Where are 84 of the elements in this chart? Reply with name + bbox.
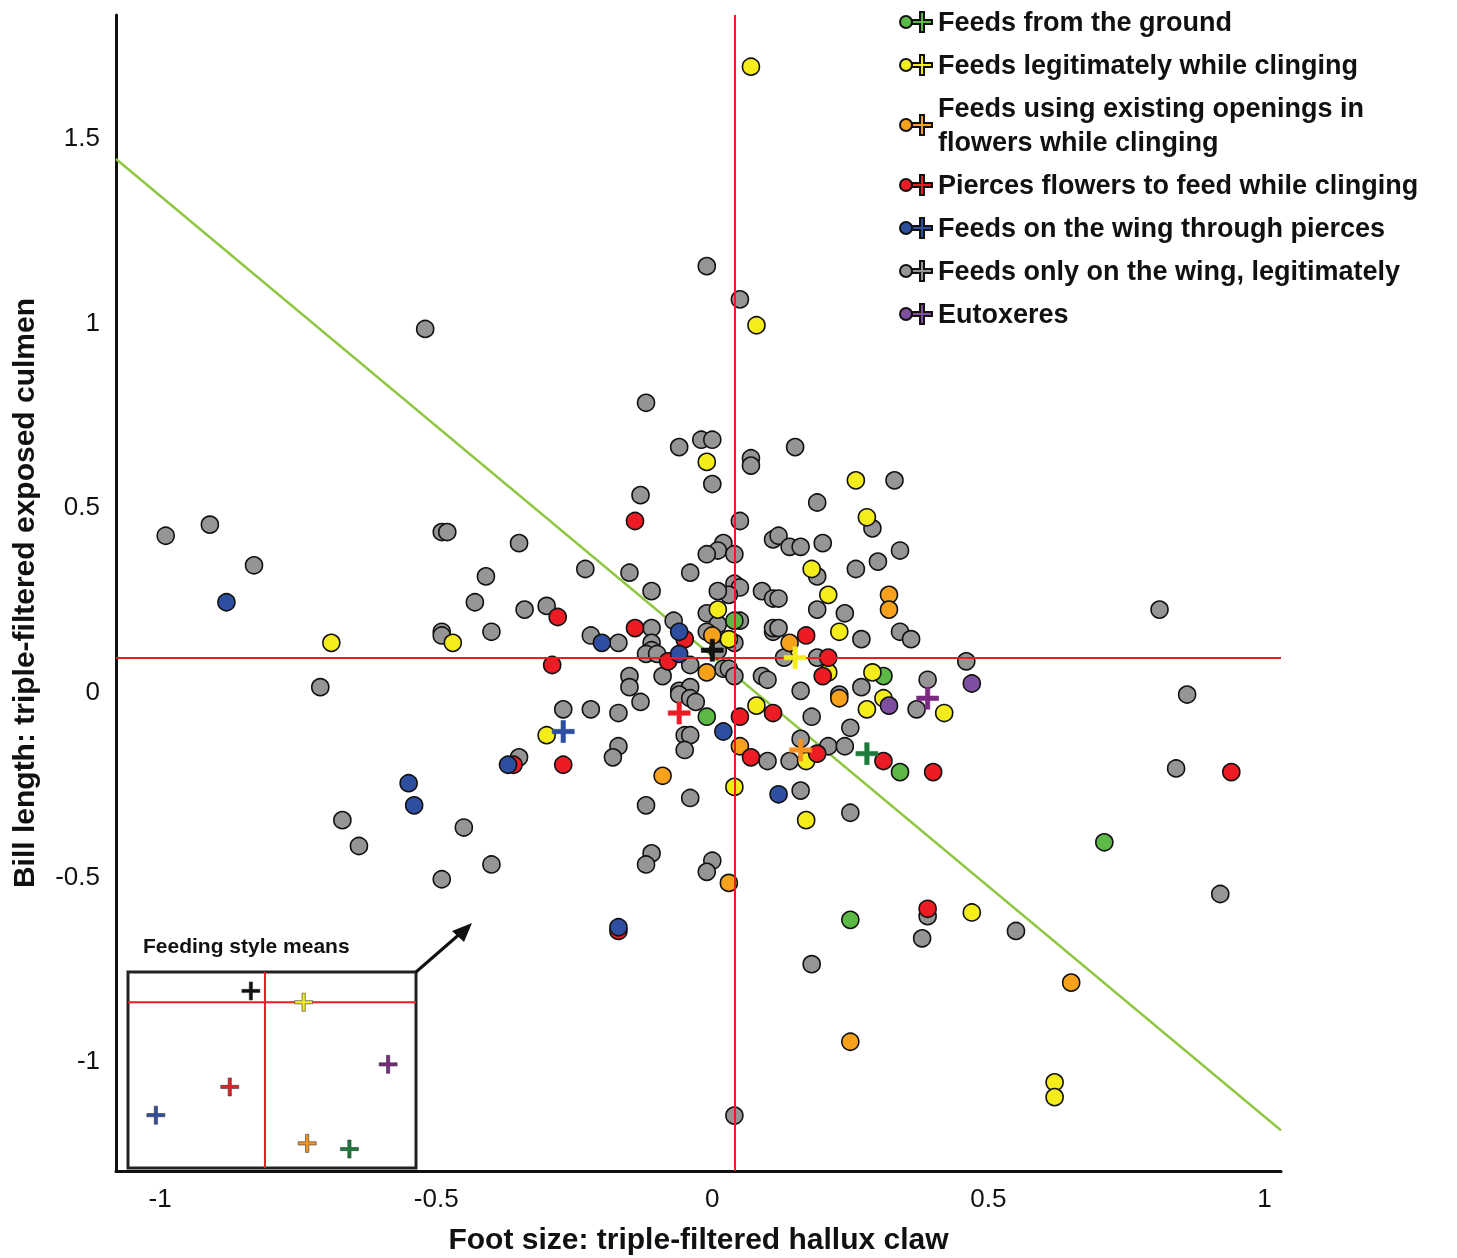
point <box>783 646 807 669</box>
point <box>769 784 788 804</box>
point <box>548 607 568 627</box>
y-tick-label: 0 <box>85 675 100 706</box>
point <box>217 592 236 612</box>
point <box>796 626 816 645</box>
point <box>934 703 954 723</box>
legend-label: Feeds only on the wing, legitimately <box>938 256 1401 286</box>
point <box>962 674 982 693</box>
point <box>763 703 783 723</box>
point <box>923 762 943 782</box>
legend-label: Eutoxeres <box>938 299 1069 329</box>
point <box>830 688 849 708</box>
point <box>542 655 562 675</box>
point <box>741 57 761 76</box>
legend-label: Feeds from the ground <box>938 7 1233 37</box>
x-tick-label: -1 <box>148 1183 172 1213</box>
point <box>708 600 728 619</box>
point <box>857 700 877 719</box>
legend-label: Feeds using existing openings in flowers while clinging <box>938 93 1372 157</box>
point <box>404 796 424 815</box>
point <box>553 755 573 775</box>
point <box>653 766 672 786</box>
point <box>818 585 838 605</box>
point <box>399 773 418 793</box>
y-tick-label: -0.5 <box>55 860 100 891</box>
point <box>857 507 877 527</box>
point <box>537 725 556 745</box>
point <box>807 744 827 763</box>
point <box>918 899 937 919</box>
point <box>741 748 761 767</box>
x-tick-label: 0 <box>705 1183 720 1213</box>
point <box>1045 1073 1064 1092</box>
point <box>697 707 717 727</box>
point <box>714 722 733 741</box>
point <box>498 755 518 775</box>
point <box>322 633 341 653</box>
point <box>443 633 463 653</box>
point <box>802 559 821 579</box>
point <box>697 663 717 682</box>
point <box>1061 973 1081 992</box>
point <box>609 917 628 937</box>
point <box>625 511 645 531</box>
legend-label: Feeds on the wing through pierces <box>938 213 1386 243</box>
point <box>1222 762 1241 782</box>
point <box>667 701 691 725</box>
x-tick-label: 0.5 <box>970 1183 1007 1213</box>
point <box>592 633 612 653</box>
point <box>879 600 899 619</box>
point <box>890 762 910 782</box>
point <box>669 622 689 642</box>
point <box>813 666 833 686</box>
point <box>789 738 812 762</box>
point <box>846 471 866 490</box>
point <box>841 910 860 930</box>
point <box>796 810 816 830</box>
point <box>855 742 879 765</box>
point <box>747 696 766 715</box>
y-tick-label: 0.5 <box>63 491 100 522</box>
point <box>625 618 645 638</box>
x-tick-label: 1 <box>1257 1183 1272 1213</box>
point <box>962 903 982 922</box>
point <box>863 663 882 682</box>
legend-label: Feeds legitimately while clinging <box>938 50 1359 80</box>
point <box>879 696 899 715</box>
y-tick-label: -1 <box>76 1045 100 1076</box>
point <box>830 622 849 642</box>
point <box>697 452 717 472</box>
legend-label: Pierces flowers to feed while clinging <box>938 170 1419 200</box>
x-tick-label: -0.5 <box>413 1183 459 1213</box>
y-tick-label: 1 <box>85 306 100 337</box>
text: Feeding style means <box>143 934 350 958</box>
point <box>747 315 766 335</box>
point <box>916 686 939 710</box>
point <box>1045 1087 1064 1107</box>
x-axis-title: Foot size: triple-filtered hallux claw <box>448 1221 950 1255</box>
y-tick-label: 1.5 <box>63 121 100 152</box>
y-axis-title: Bill length: triple-filtered exposed culmen <box>6 297 40 889</box>
point <box>701 638 724 662</box>
point <box>551 720 575 743</box>
point <box>841 1032 860 1052</box>
point <box>874 751 893 771</box>
point <box>780 633 799 653</box>
point <box>1095 833 1114 852</box>
